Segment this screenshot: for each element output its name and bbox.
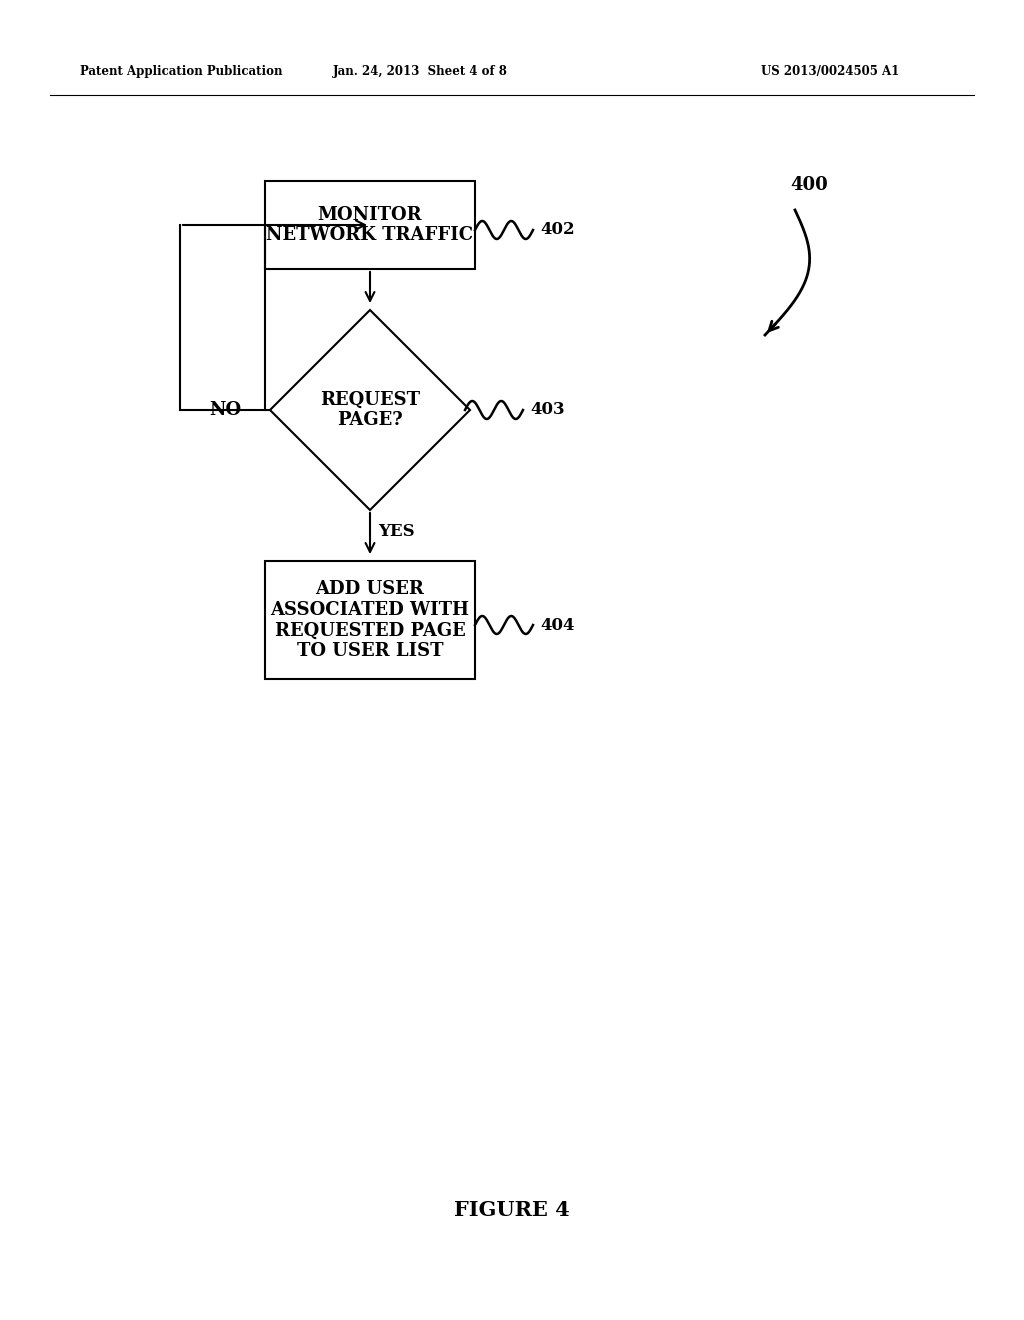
Bar bbox=[265, 181, 475, 269]
Bar bbox=[265, 561, 475, 678]
Text: 402: 402 bbox=[540, 222, 574, 239]
Text: REQUEST
PAGE?: REQUEST PAGE? bbox=[319, 391, 420, 429]
Text: 404: 404 bbox=[540, 616, 574, 634]
Text: MONITOR
NETWORK TRAFFIC: MONITOR NETWORK TRAFFIC bbox=[266, 206, 473, 244]
Text: 403: 403 bbox=[530, 401, 564, 418]
Text: Jan. 24, 2013  Sheet 4 of 8: Jan. 24, 2013 Sheet 4 of 8 bbox=[333, 66, 508, 78]
Text: FIGURE 4: FIGURE 4 bbox=[454, 1200, 570, 1220]
Polygon shape bbox=[270, 310, 470, 510]
Text: Patent Application Publication: Patent Application Publication bbox=[80, 66, 283, 78]
Text: YES: YES bbox=[378, 524, 415, 540]
Text: 400: 400 bbox=[790, 176, 827, 194]
Text: US 2013/0024505 A1: US 2013/0024505 A1 bbox=[761, 66, 899, 78]
Text: ADD USER
ASSOCIATED WITH
REQUESTED PAGE
TO USER LIST: ADD USER ASSOCIATED WITH REQUESTED PAGE … bbox=[270, 579, 469, 660]
Text: NO: NO bbox=[209, 401, 241, 418]
